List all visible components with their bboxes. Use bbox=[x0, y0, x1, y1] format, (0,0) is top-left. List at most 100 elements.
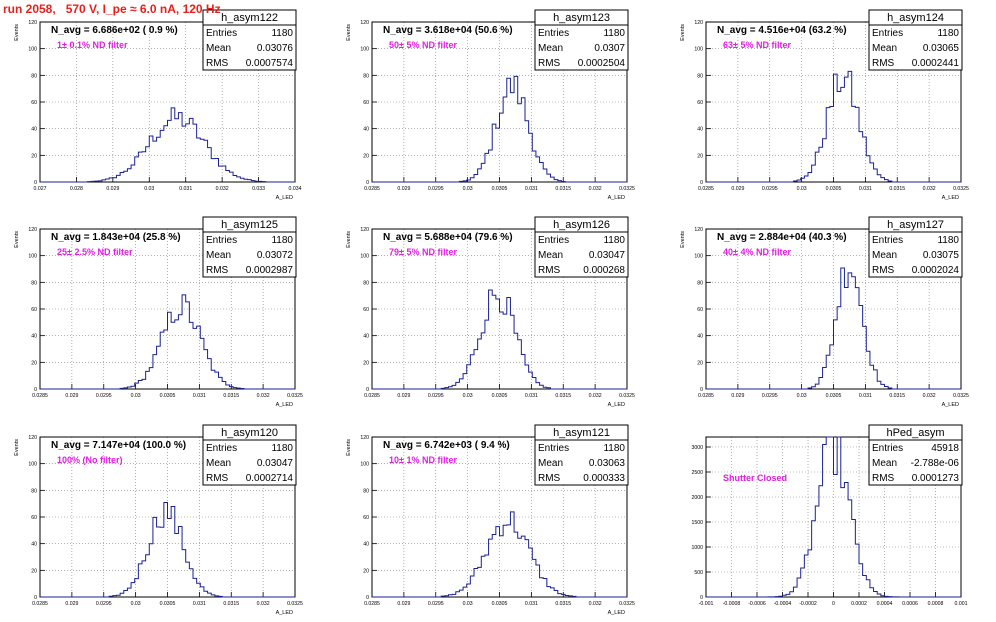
x-tick-label: 0.0285 bbox=[364, 186, 380, 192]
x-tick-label: 0.0285 bbox=[32, 601, 48, 607]
y-tick-label: 40 bbox=[31, 334, 37, 340]
x-tick-label: 0.0004 bbox=[877, 601, 893, 607]
panel-h_asym127: 0.0285 0.029 0.0295 0.03 0.0305 0.031 0.0315 0.… bbox=[680, 216, 969, 408]
stats-key: Entries bbox=[872, 443, 903, 454]
x-tick-label: 0.029 bbox=[397, 186, 410, 192]
stats-box bbox=[868, 9, 963, 71]
stats-value: 0.0002987 bbox=[246, 265, 294, 276]
x-tick-label: -0.0008 bbox=[723, 601, 741, 607]
y-tick-label: 120 bbox=[360, 20, 369, 26]
y-tick-label: 20 bbox=[31, 568, 37, 574]
histogram-line bbox=[40, 501, 295, 598]
x-tick-label: 0.032 bbox=[216, 186, 229, 192]
navg-label: N_avg = 5.688e+04 (79.6 %) bbox=[383, 232, 513, 243]
x-tick-label: 0.0305 bbox=[826, 186, 842, 192]
stats-box bbox=[534, 216, 629, 278]
y-axis-title: Events bbox=[14, 439, 20, 456]
navg-label: N_avg = 1.843e+04 (25.8 %) bbox=[51, 232, 181, 243]
x-tick-label: 0.0305 bbox=[826, 393, 842, 399]
x-axis-title: A_LED bbox=[608, 195, 625, 201]
x-tick-label: 0.03 bbox=[463, 393, 473, 399]
stats-value: 1180 bbox=[271, 443, 293, 454]
x-tick-label: 0.0325 bbox=[619, 601, 635, 607]
y-tick-label: 40 bbox=[363, 127, 369, 133]
stats-key: Mean bbox=[538, 250, 563, 261]
y-tick-label: 120 bbox=[360, 227, 369, 233]
stats-title: hPed_asym bbox=[886, 427, 944, 439]
stats-value: 0.03076 bbox=[257, 43, 294, 54]
x-axis-title: A_LED bbox=[276, 402, 293, 408]
x-axis-title: A_LED bbox=[608, 402, 625, 408]
x-tick-label: 0.0285 bbox=[364, 393, 380, 399]
panel-h_asym122: 0.027 0.028 0.029 0.03 0.031 0.032 0.033 0.034 0… bbox=[14, 9, 302, 201]
y-tick-label: 40 bbox=[363, 542, 369, 548]
stats-value: 1180 bbox=[937, 28, 959, 39]
x-tick-label: 0.0285 bbox=[698, 393, 714, 399]
y-tick-label: 100 bbox=[360, 47, 369, 53]
navg-label: N_avg = 3.618e+04 (50.6 %) bbox=[383, 25, 513, 36]
stats-title: h_asym120 bbox=[221, 427, 278, 439]
stats-key: Mean bbox=[872, 250, 897, 261]
x-tick-label: 0.0305 bbox=[160, 393, 176, 399]
histogram-line bbox=[40, 294, 295, 390]
stats-key: RMS bbox=[872, 473, 895, 484]
navg-label: N_avg = 4.516e+04 (63.2 %) bbox=[717, 25, 847, 36]
histogram-line bbox=[706, 267, 961, 390]
x-tick-label: 0.0325 bbox=[619, 186, 635, 192]
filter-label: 1± 0.1% ND filter bbox=[57, 40, 128, 50]
histogram-line bbox=[372, 75, 627, 183]
filter-label: Shutter Closed bbox=[723, 473, 787, 483]
x-tick-label: 0.0315 bbox=[889, 186, 905, 192]
y-tick-label: 60 bbox=[363, 307, 369, 313]
y-axis-title: Events bbox=[680, 24, 686, 41]
stats-key: RMS bbox=[538, 265, 561, 276]
y-tick-label: 100 bbox=[28, 462, 37, 468]
stats-value: -2.788e-06 bbox=[911, 458, 960, 469]
x-tick-label: 0.031 bbox=[193, 601, 206, 607]
y-tick-label: 60 bbox=[697, 307, 703, 313]
y-axis-title: Events bbox=[680, 231, 686, 248]
x-tick-label: 0.0315 bbox=[555, 601, 571, 607]
stats-key: RMS bbox=[206, 58, 229, 69]
stats-title: h_asym123 bbox=[553, 12, 610, 24]
stats-key: Entries bbox=[206, 28, 237, 39]
x-tick-label: 0.029 bbox=[731, 186, 744, 192]
x-tick-label: 0.0315 bbox=[555, 186, 571, 192]
y-tick-label: 100 bbox=[360, 254, 369, 260]
stats-key: Entries bbox=[538, 235, 569, 246]
navg-label: N_avg = 2.884e+04 (40.3 %) bbox=[717, 232, 847, 243]
x-tick-label: 0.0305 bbox=[492, 393, 508, 399]
stats-value: 0.0002504 bbox=[578, 58, 626, 69]
x-tick-label: 0.032 bbox=[589, 601, 602, 607]
y-tick-label: 80 bbox=[31, 73, 37, 79]
histogram-line bbox=[372, 289, 627, 390]
stats-box bbox=[868, 216, 963, 278]
stats-key: Entries bbox=[538, 28, 569, 39]
x-tick-label: 0.03 bbox=[797, 186, 807, 192]
y-tick-label: 0 bbox=[366, 387, 369, 393]
x-tick-label: 0.0305 bbox=[160, 601, 176, 607]
y-tick-label: 20 bbox=[31, 360, 37, 366]
stats-key: RMS bbox=[538, 58, 561, 69]
x-tick-label: 0.0315 bbox=[555, 393, 571, 399]
x-tick-label: 0.0006 bbox=[902, 601, 918, 607]
y-tick-label: 80 bbox=[697, 73, 703, 79]
filter-label: 40± 4% ND filter bbox=[723, 247, 791, 257]
stats-box bbox=[202, 424, 297, 486]
x-tick-label: 0.0285 bbox=[698, 186, 714, 192]
x-tick-label: 0.0315 bbox=[889, 393, 905, 399]
stats-title: h_asym125 bbox=[221, 219, 278, 231]
stats-key: Mean bbox=[538, 43, 563, 54]
x-tick-label: 0.0295 bbox=[428, 601, 444, 607]
y-tick-label: 2000 bbox=[691, 495, 703, 501]
x-tick-label: 0.0295 bbox=[96, 601, 112, 607]
panel-hPed_asym: -0.001 -0.0008 -0.0006 -0.0004 -0.0002 0 0.000… bbox=[691, 424, 968, 607]
y-tick-label: 2500 bbox=[691, 470, 703, 476]
stats-value: 0.0002024 bbox=[912, 265, 960, 276]
stats-key: Mean bbox=[206, 458, 231, 469]
y-tick-label: 1500 bbox=[691, 520, 703, 526]
x-tick-label: 0.029 bbox=[65, 601, 78, 607]
stats-value: 0.0001273 bbox=[912, 473, 960, 484]
stats-key: Mean bbox=[206, 250, 231, 261]
